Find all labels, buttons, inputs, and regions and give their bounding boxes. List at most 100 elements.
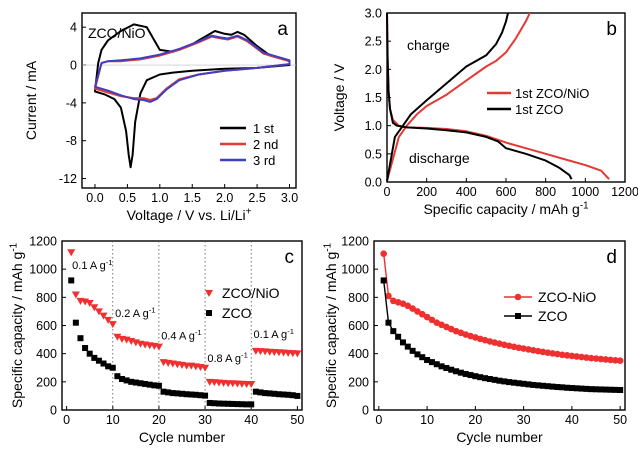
data-point-c — [137, 380, 144, 387]
panel-letter-c: c — [285, 247, 295, 268]
data-point-d — [399, 339, 406, 346]
data-point-d — [554, 384, 561, 391]
data-point-c — [151, 382, 158, 389]
annotation-charge: charge — [407, 37, 450, 53]
data-point-c — [229, 400, 236, 407]
y-tick-label-c: 0 — [50, 404, 57, 418]
legend-a: 1 st2 nd3 rd — [220, 121, 278, 168]
y-tick-label-d: 1000 — [341, 263, 369, 277]
data-point-c — [247, 380, 256, 388]
data-point-d — [501, 378, 508, 385]
data-point-c — [243, 401, 250, 408]
data-point-c — [179, 390, 185, 397]
y-tick-label-d: 0 — [362, 404, 369, 418]
data-point-d — [573, 385, 580, 392]
y-tick-label-a: 0 — [70, 59, 77, 73]
data-point-d — [482, 375, 489, 382]
data-point-c — [201, 364, 210, 372]
data-point-d — [558, 351, 566, 359]
data-point-d — [424, 357, 431, 364]
data-point-d — [578, 353, 585, 361]
rate-label-c: 0.4 A g-1 — [161, 328, 202, 342]
data-point-d — [506, 379, 513, 386]
x-tick-label-c: 40 — [244, 413, 258, 427]
x-tick-label-d: 40 — [565, 413, 579, 427]
data-point-c — [90, 304, 99, 312]
rate-label-c: 0.1 A g-1 — [254, 327, 294, 341]
panel-c: 0 10 20 30 40 50 0 200 400 600 800 1000 1200 Cycle nu… — [8, 235, 304, 446]
data-point-d — [593, 386, 600, 393]
data-point-c — [215, 400, 222, 407]
y-tick-label-a: -8 — [66, 134, 77, 148]
x-tick-label-a: 2.5 — [248, 191, 265, 205]
x-tick-label-b: 200 — [416, 185, 437, 199]
rate-label-c: 0.1 A g-1 — [72, 258, 113, 272]
data-point-c — [105, 363, 112, 370]
legend-label-a: 1 st — [253, 121, 274, 136]
data-point-d — [486, 376, 493, 383]
data-point-c — [67, 249, 76, 257]
data-point-c — [192, 391, 199, 398]
data-point-d — [554, 350, 561, 358]
data-point-d — [496, 377, 503, 384]
data-point-c — [262, 390, 269, 397]
data-point-c — [100, 360, 107, 367]
data-point-c — [128, 378, 135, 385]
plot-frame-a — [81, 12, 297, 189]
data-point-d — [616, 357, 624, 365]
data-point-c — [132, 379, 139, 386]
rate-label-c: 0.2 A g-1 — [115, 306, 156, 320]
series-d-2 — [380, 277, 624, 394]
x-tick-label-d: 30 — [517, 413, 531, 427]
x-tick-label-a: 3.0 — [281, 191, 298, 205]
x-axis-label-d: Cycle number — [456, 429, 543, 445]
series-line-a-3 — [94, 34, 291, 103]
data-point-d — [428, 316, 436, 324]
data-point-d — [588, 386, 595, 393]
data-point-d — [462, 370, 469, 377]
data-point-c — [114, 373, 121, 380]
data-point-d — [568, 385, 575, 392]
data-point-d — [535, 382, 542, 389]
data-point-c — [119, 376, 125, 383]
series-c-2 — [68, 277, 301, 408]
x-axis-label-c: Cycle number — [139, 429, 226, 445]
data-point-d — [404, 302, 412, 310]
data-point-c — [72, 319, 79, 326]
data-point-c — [266, 390, 273, 397]
x-axis-label-a: Voltage / V vs. Li/Li+ — [127, 206, 252, 223]
x-tick-label-b: 0 — [384, 185, 391, 199]
data-point-d — [380, 277, 387, 284]
data-point-d — [520, 380, 527, 387]
y-tick-label-b: 0.5 — [365, 147, 382, 161]
y-tick-label-c: 200 — [36, 375, 57, 389]
data-point-c — [123, 377, 130, 384]
y-tick-label-b: 2.5 — [365, 35, 382, 49]
y-tick-label-c: 1200 — [29, 235, 57, 249]
data-point-d — [433, 361, 440, 368]
data-point-d — [612, 386, 619, 393]
annotation-a: ZCO/NiO — [88, 25, 146, 41]
plot-frame-d — [373, 240, 626, 411]
x-tick-label-b: 1200 — [611, 185, 638, 199]
y-tick-label-d: 400 — [348, 347, 369, 361]
data-point-d — [539, 382, 546, 389]
data-point-c — [206, 399, 213, 406]
data-point-d — [467, 372, 474, 379]
y-tick-label-b: 1.0 — [365, 119, 382, 133]
data-point-d — [544, 383, 551, 390]
data-point-d — [563, 352, 571, 359]
data-point-d — [549, 350, 556, 357]
data-point-c — [234, 401, 241, 408]
data-point-d — [472, 373, 479, 380]
data-point-d — [530, 381, 537, 388]
series-line-b-2 — [386, 12, 573, 182]
data-point-c — [248, 401, 255, 408]
data-point-c — [104, 316, 113, 324]
data-point-c — [94, 308, 103, 316]
data-point-d — [515, 380, 522, 387]
legend-marker-d — [514, 293, 522, 301]
data-point-c — [85, 299, 94, 307]
x-tick-label-c: 20 — [152, 413, 166, 427]
